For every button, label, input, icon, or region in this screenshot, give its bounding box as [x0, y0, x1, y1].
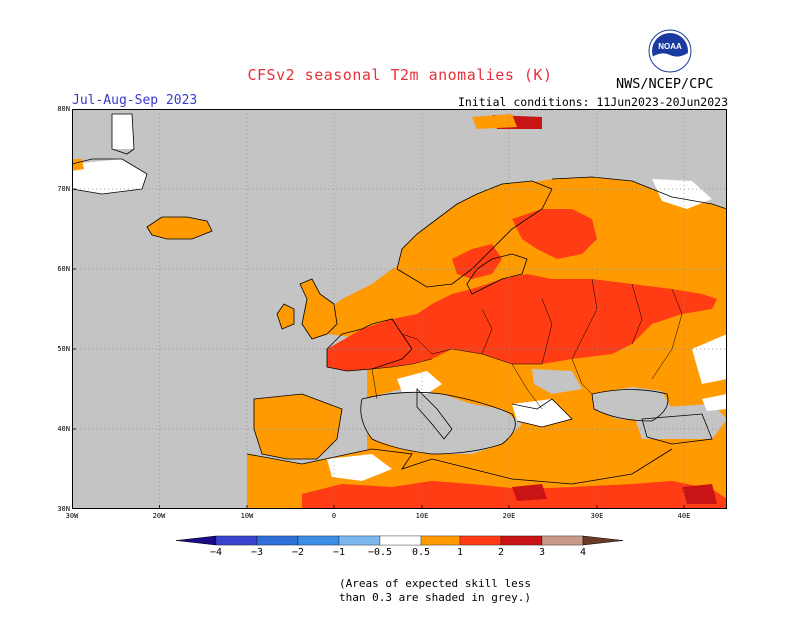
skill-note-line2: than 0.3 are shaded in grey.) — [338, 591, 532, 604]
agency-label: NWS/NCEP/CPC — [616, 76, 714, 92]
country-border — [631, 283, 643, 345]
lon-label-20e: 20E — [502, 512, 516, 520]
finland-red — [512, 209, 597, 259]
coastline — [72, 158, 148, 195]
scandinavia-orange — [397, 181, 552, 287]
dark-red-spot — [682, 484, 717, 504]
lat-label-80n: 80N — [57, 105, 70, 113]
alps-white — [397, 371, 442, 394]
lon-label-20w: 20W — [152, 512, 166, 520]
coastline — [299, 278, 338, 340]
lon-label-30e: 30E — [590, 512, 604, 520]
lon-label-10e: 10E — [415, 512, 429, 520]
country-border — [541, 298, 553, 365]
colorbar-label: −1 — [332, 547, 346, 558]
colorbar-box — [459, 535, 502, 546]
iberia-orange — [254, 394, 342, 459]
colorbar-label: 1 — [456, 547, 464, 558]
colorbar-label: −2 — [291, 547, 305, 558]
colorbar-box — [420, 535, 461, 546]
colorbar-box — [541, 535, 584, 546]
colorbar-label: −0.5 — [367, 547, 393, 558]
greece-white — [512, 399, 572, 427]
colorbar-right-arrow — [582, 535, 624, 546]
country-border — [651, 288, 683, 380]
ireland-orange — [277, 304, 294, 329]
initial-conditions: Initial conditions: 11Jun2023-20Jun2023 — [457, 95, 728, 109]
colorbar-label: 0.5 — [411, 547, 431, 558]
svg-text:NOAA: NOAA — [658, 42, 682, 51]
country-border — [571, 358, 593, 395]
country-border — [401, 333, 453, 355]
iceland-orange — [147, 217, 212, 239]
maghreb-white — [327, 454, 392, 481]
map-title: CFSv2 seasonal T2m anomalies (K) — [247, 66, 553, 84]
country-border — [371, 368, 378, 400]
coastline — [276, 303, 295, 330]
colorbar-label: 2 — [497, 547, 505, 558]
greenland-white — [72, 159, 147, 194]
lon-label-10w: 10W — [240, 512, 254, 520]
coastline — [360, 391, 516, 455]
colorbar-label: −4 — [209, 547, 223, 558]
coastline — [416, 388, 453, 440]
colorbar — [175, 535, 624, 546]
caucasus-grey — [632, 404, 727, 439]
skill-note: (Areas of expected skill less than 0.3 a… — [0, 577, 800, 605]
colorbar-box — [297, 535, 340, 546]
noaa-logo-icon: NOAA — [648, 29, 692, 73]
sahara-red — [302, 481, 727, 509]
lat-label-60n: 60N — [57, 265, 70, 273]
anomaly-map — [72, 109, 727, 509]
baltic-red — [452, 244, 502, 279]
colorbar-box — [379, 535, 422, 546]
lon-label-40e: 40E — [677, 512, 691, 520]
coastline — [511, 398, 573, 428]
lat-label-50n: 50N — [57, 345, 70, 353]
colorbar-box — [338, 535, 381, 546]
dark-red-spot — [512, 484, 547, 501]
lat-label-40n: 40N — [57, 425, 70, 433]
lat-label-30n: 30N — [57, 505, 70, 513]
colorbar-box — [215, 535, 258, 546]
colorbar-label: 3 — [538, 547, 546, 558]
colorbar-box — [500, 535, 543, 546]
coastline — [641, 413, 713, 445]
coastline — [111, 113, 135, 155]
caspian-white — [702, 394, 727, 411]
coastline — [246, 448, 673, 485]
coastline — [396, 180, 553, 288]
colorbar-box — [256, 535, 299, 546]
colorbar-label: −3 — [250, 547, 264, 558]
country-border — [511, 363, 543, 410]
coastline — [253, 393, 343, 460]
map-frame — [72, 109, 727, 509]
country-border — [481, 308, 493, 355]
britain-orange — [300, 279, 337, 339]
coastline — [591, 389, 669, 422]
balkan-grey — [532, 369, 582, 394]
skill-note-line1: (Areas of expected skill less — [338, 577, 532, 590]
mediterranean-grey — [357, 389, 522, 454]
colorbar-left-arrow — [175, 535, 217, 546]
lon-label-0: 0 — [331, 512, 337, 520]
arctic-orange — [472, 114, 517, 129]
lat-label-70n: 70N — [57, 185, 70, 193]
coastline — [326, 318, 413, 372]
forecast-period: Jul-Aug-Sep 2023 — [72, 93, 198, 108]
east-white — [692, 334, 727, 384]
lon-label-30w: 30W — [65, 512, 79, 520]
colorbar-label: 4 — [579, 547, 587, 558]
coastline — [146, 216, 213, 240]
greenland-white — [112, 114, 134, 149]
map-canvas — [72, 109, 727, 509]
country-border — [451, 348, 542, 365]
